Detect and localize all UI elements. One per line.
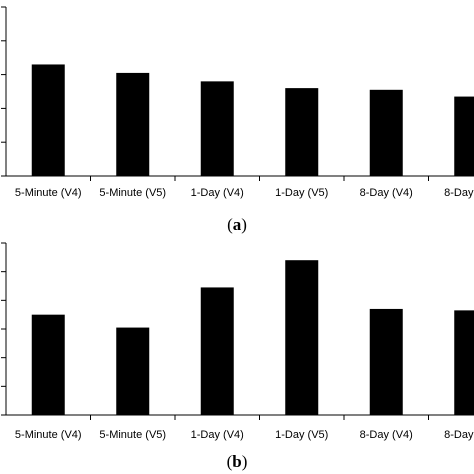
x-tick-label: 1-Day (V5): [275, 187, 328, 199]
x-tick-label: 8-Day (V4): [360, 429, 413, 441]
bar: [454, 96, 474, 176]
x-tick-label: 1-Day (V5): [275, 429, 328, 441]
bar: [200, 81, 234, 176]
x-tick-label: 1-Day (V4): [191, 187, 244, 199]
panel-label: (a): [227, 215, 247, 234]
bar: [285, 88, 319, 176]
bar: [116, 72, 150, 176]
bar: [31, 64, 65, 176]
bar: [369, 89, 403, 176]
x-tick-label: 1-Day (V4): [191, 429, 244, 441]
x-tick-label: 5-Minute (V4): [15, 187, 82, 199]
x-tick-label: 8-Day (V5): [444, 187, 474, 199]
bar: [31, 314, 65, 415]
x-tick-label: 8-Day (V5): [444, 429, 474, 441]
bar: [200, 287, 234, 415]
bar: [369, 308, 403, 415]
panel-label: (b): [227, 452, 248, 471]
chart-a: 5-Minute (V4) 5-Minute (V5) 1-Day (V4) 1-Da…: [1, 6, 474, 234]
x-tick-label: 8-Day (V4): [360, 187, 413, 199]
bar: [454, 310, 474, 415]
x-tick-label: 5-Minute (V5): [99, 429, 166, 441]
x-tick-label: 5-Minute (V4): [15, 429, 82, 441]
bar: [285, 260, 319, 415]
chart-b: 5-Minute (V4) 5-Minute (V5) 1-Day (V4) 1-Da…: [1, 242, 474, 471]
x-tick-label: 5-Minute (V5): [99, 187, 166, 199]
bar: [116, 327, 150, 415]
